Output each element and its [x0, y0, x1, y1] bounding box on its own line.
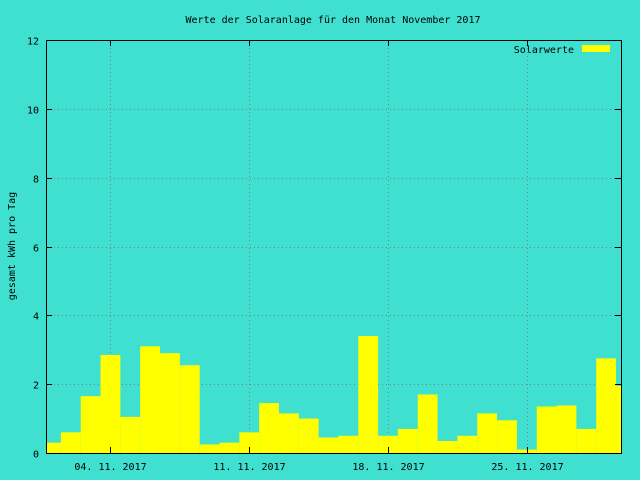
y-tick-label: 4 [33, 312, 39, 323]
y-tick-label: 8 [33, 175, 39, 186]
bar [60, 432, 81, 453]
y-tick-label: 10 [27, 106, 39, 117]
bar [160, 353, 180, 453]
bar [556, 405, 577, 453]
y-tick-label: 2 [33, 381, 39, 392]
y-tick-labels: 0 2 4 6 8 10 12 [27, 37, 39, 461]
x-tick-label: 25. 11. 2017 [491, 462, 563, 473]
bar [179, 365, 200, 453]
bar [140, 346, 161, 453]
bar [219, 442, 240, 453]
bar [100, 354, 121, 453]
legend: Solarwerte [514, 45, 610, 56]
bar [278, 413, 299, 453]
x-tick-label: 11. 11. 2017 [213, 462, 285, 473]
chart-title: Werte der Solaranlage für den Monat Nove… [185, 15, 480, 26]
bar [80, 396, 101, 453]
bar [576, 428, 597, 453]
y-axis-label: gesamt kWh pro Tag [7, 192, 18, 300]
bar [457, 435, 478, 453]
legend-label: Solarwerte [514, 45, 574, 56]
bar [616, 385, 621, 453]
x-tick-label: 18. 11. 2017 [352, 462, 424, 473]
grid-lines [46, 40, 621, 453]
y-tick-label: 6 [33, 244, 39, 255]
bar [378, 435, 398, 453]
bar [259, 403, 279, 453]
bar [46, 442, 61, 453]
bar [338, 435, 359, 453]
bar [596, 358, 617, 453]
bar [417, 394, 438, 453]
legend-swatch [582, 45, 610, 52]
axis-ticks [46, 40, 621, 454]
y-tick-label: 0 [33, 450, 39, 461]
bar [516, 449, 537, 453]
bar-series [46, 335, 621, 453]
bar [397, 428, 418, 453]
bar [536, 406, 557, 453]
bar [477, 413, 498, 453]
x-tick-label: 04. 11. 2017 [74, 462, 146, 473]
bar [239, 432, 260, 453]
x-tick-labels: 04. 11. 2017 11. 11. 2017 18. 11. 2017 25. … [74, 462, 563, 473]
bar [120, 416, 141, 453]
y-tick-label: 12 [27, 37, 39, 48]
bar [437, 440, 458, 453]
bar [358, 335, 379, 453]
bar [318, 437, 339, 453]
bar [199, 444, 220, 453]
bar [298, 418, 319, 453]
bar [497, 420, 517, 453]
